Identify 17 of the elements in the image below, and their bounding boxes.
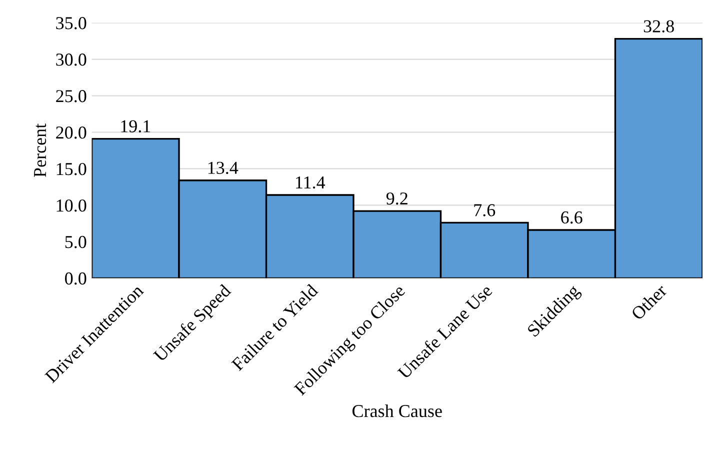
y-tick-label: 5.0 (65, 236, 86, 248)
x-axis-title: Crash Cause (352, 404, 442, 418)
data-label: 19.1 (121, 120, 150, 132)
data-label: 6.6 (561, 211, 582, 224)
data-label: 11.4 (296, 176, 326, 189)
y-tick-label: 10.0 (56, 199, 86, 212)
y-tick-label: 15.0 (56, 162, 86, 176)
y-tick-label: 30.0 (56, 54, 86, 66)
data-label: 13.4 (208, 162, 238, 174)
data-label: 9.2 (386, 192, 408, 205)
y-tick-label: 35.0 (56, 17, 86, 30)
y-axis-title: Percent (34, 124, 46, 178)
data-label: 32.8 (644, 20, 674, 32)
y-tick-label: 25.0 (56, 90, 86, 102)
y-tick-label: 20.0 (56, 126, 86, 139)
data-label: 7.6 (474, 204, 496, 216)
y-tick-label: 0.0 (65, 272, 86, 285)
